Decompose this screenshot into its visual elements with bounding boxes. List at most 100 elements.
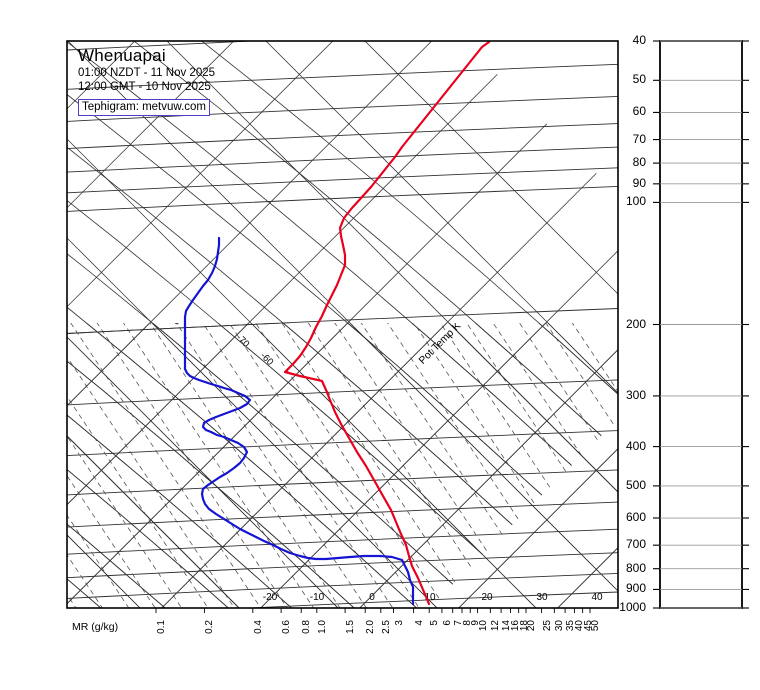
credit-badge[interactable]: Tephigram: metvuw.com [78,99,210,116]
isobar [67,528,618,555]
dry-adiabat [0,520,760,690]
dry-adiabat [0,0,2,690]
saturated-adiabat [133,41,602,436]
mixing-ratio-tick-label: 10 [477,620,489,632]
dry-adiabat [0,0,52,690]
mixing-ratio-tick-label: 0.2 [204,620,216,634]
mixing-ratio-tick-label: 50 [590,620,601,632]
isotherm-label-bottom: -20 [263,592,278,603]
mixing-ratio-tick-label: 0.8 [301,620,313,634]
pressure-tick-label: 700 [625,537,646,552]
mixing-ratio-tick-label: 2.5 [380,620,392,634]
mixing-ratio-tick-label: 4 [413,620,425,626]
pressure-tick-label: 500 [625,477,646,492]
isobar [67,572,618,599]
dry-adiabat [0,668,760,690]
dry-adiabat [557,547,618,608]
dry-adiabat [67,41,136,110]
mixing-ratio-tick-label: 0.6 [281,620,293,634]
utc-time: 12:00 GMT - 10 Nov 2025 [78,81,211,93]
pressure-tick-label: 60 [632,104,646,119]
isobar [67,469,618,496]
dewpoint-curve [183,236,415,606]
pressure-tick-label: 200 [625,316,646,331]
dry-adiabat [0,0,2,690]
dry-adiabat [359,349,618,608]
mixing-ratio-tick-label: 1.5 [345,620,357,634]
isobar [67,501,618,528]
dash-mask-top [67,41,618,323]
dry-adiabat [458,448,618,608]
dry-adiabat [458,448,618,608]
isobar [67,430,618,457]
mixing-ratio-tick-label: 2.0 [365,620,377,634]
mixing-ratio-tick-label: 25 [541,620,553,632]
station-name: Whenuapai [78,46,166,65]
dry-adiabat [161,173,597,608]
isobar [241,591,618,608]
isotherm-label-bottom: 20 [481,592,493,603]
isobar [67,95,618,122]
saturated-adiabat [67,306,418,608]
pressure-tick-label: 900 [625,581,646,596]
saturated-adiabat [67,146,513,526]
saturated-adiabat [67,414,293,608]
isobar [67,167,618,194]
pressure-tick-label: 300 [625,387,646,402]
dry-adiabat [67,74,498,506]
dry-adiabat [0,470,760,690]
mixing-ratio-tick-label: 20 [526,620,537,632]
pressure-tick-label: 40 [632,33,646,47]
mixing-ratio-tick-label: 3 [393,620,405,626]
temperature-curve [283,41,491,606]
pressure-tick-label: 100 [625,194,646,209]
isotherm-label-bottom: 0 [369,592,375,603]
dry-adiabat [67,41,433,407]
dry-adiabat [0,0,52,690]
mixing-ratio-tick-label: 1.0 [316,620,328,634]
isobar [67,146,618,173]
saturated-adiabat [67,253,454,585]
dry-adiabat [67,123,548,605]
dry-adiabat [557,547,618,608]
mixing-ratio-tick-label: 5 [429,620,441,626]
saturated-adiabat [67,94,543,496]
pressure-tick-label: 1000 [619,600,646,614]
isobar [67,63,618,90]
pressure-tick-label: 400 [625,438,646,453]
saturated-adiabat [67,360,355,608]
isobar [67,123,618,150]
isobar [67,308,618,334]
title-block: Whenuapai 01:00 NZDT - 11 Nov 2025 12:00… [78,46,248,116]
isotherm-label-bottom: 10 [424,592,436,603]
saturated-adiabat [67,41,572,466]
pressure-tick-label: 800 [625,560,646,575]
local-time: 01:00 NZDT - 11 Nov 2025 [78,67,216,79]
isobar [67,552,618,579]
pressure-tick-label: 70 [632,131,646,146]
dry-adiabat [260,250,618,608]
theta-axis-caption: Pot Temp K [416,320,463,367]
mixing-ratio-tick-label: 12 [490,620,502,632]
dry-adiabat [0,470,760,690]
mixing-ratio-tick-label: 6 [441,620,453,626]
mixing-ratio-tick-label: 0.1 [156,620,167,634]
isobar [67,379,618,406]
isotherm-label-bottom: -10 [310,592,325,603]
pressure-tick-label: 50 [632,72,646,87]
plot-border [66,40,619,609]
pressure-tick-label: 80 [632,155,646,170]
pressure-tick-label: 90 [632,175,646,190]
isotherm-label-bottom: 30 [536,592,548,603]
dry-adiabat [0,520,760,690]
mixing-ratio-tick-label: 0.4 [252,620,264,634]
pressure-tick-label: 600 [625,510,646,525]
isotherm-label-bottom: 40 [591,592,603,603]
mixing-ratio-tick-label: 30 [554,620,566,632]
sounding-layer [183,41,491,606]
dry-adiabat [0,668,760,690]
isobar [67,41,261,51]
